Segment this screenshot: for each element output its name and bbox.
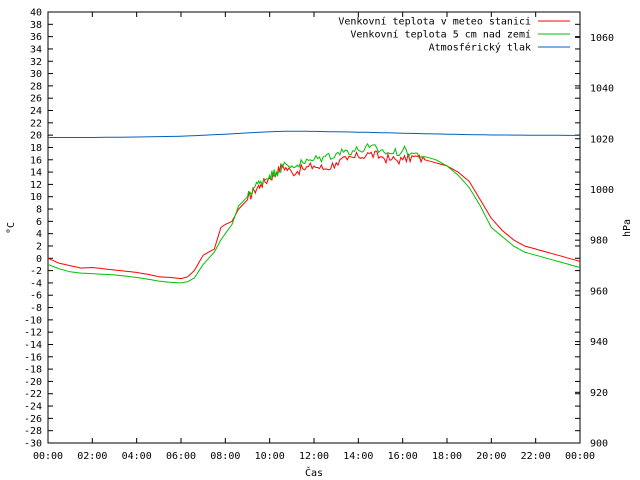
y-tick-label: 40 bbox=[30, 8, 42, 19]
y-tick-label: -16 bbox=[24, 352, 42, 363]
y-tick-label: -4 bbox=[30, 278, 42, 289]
y-tick-label: 8 bbox=[36, 205, 42, 216]
series-line bbox=[47, 142, 581, 284]
x-tick-label: 08:00 bbox=[210, 451, 240, 462]
series-line bbox=[47, 150, 581, 280]
y-tick-label: 32 bbox=[30, 57, 42, 68]
y-tick-label: -18 bbox=[24, 365, 42, 376]
y-axis-label: °C bbox=[6, 222, 17, 234]
y-tick-label: -14 bbox=[24, 340, 42, 351]
y-tick-label: 18 bbox=[30, 143, 42, 154]
x-tick-label: 00:00 bbox=[33, 451, 63, 462]
y-tick-label: 14 bbox=[30, 168, 42, 179]
y2-tick-label: 960 bbox=[590, 286, 608, 297]
y-tick-label: -20 bbox=[24, 377, 42, 388]
x-tick-label: 00:00 bbox=[565, 451, 595, 462]
y-tick-label: -6 bbox=[30, 291, 42, 302]
y2-tick-label: 980 bbox=[590, 236, 608, 247]
y-tick-label: 30 bbox=[30, 69, 42, 80]
x-tick-label: 22:00 bbox=[521, 451, 551, 462]
y-tick-label: 26 bbox=[30, 94, 42, 105]
y-tick-label: 34 bbox=[30, 44, 42, 55]
y-tick-label: -26 bbox=[24, 414, 42, 425]
y-tick-label: -22 bbox=[24, 389, 42, 400]
x-tick-label: 02:00 bbox=[77, 451, 107, 462]
y-tick-label: 38 bbox=[30, 20, 42, 31]
y-tick-label: 36 bbox=[30, 32, 42, 43]
x-tick-label: 18:00 bbox=[432, 451, 462, 462]
y-tick-label: 16 bbox=[30, 155, 42, 166]
x-tick-label: 14:00 bbox=[343, 451, 373, 462]
y-tick-label: 4 bbox=[36, 229, 42, 240]
y-tick-label: -10 bbox=[24, 315, 42, 326]
y-tick-label: 28 bbox=[30, 81, 42, 92]
y-tick-label: -28 bbox=[24, 426, 42, 437]
y-tick-label: 0 bbox=[36, 254, 42, 265]
series-line bbox=[48, 130, 581, 138]
x-tick-label: 12:00 bbox=[299, 451, 329, 462]
x-tick-label: 20:00 bbox=[476, 451, 506, 462]
legend-label: Atmosférický tlak bbox=[429, 42, 531, 54]
y-tick-label: -30 bbox=[24, 439, 42, 450]
y2-tick-label: 1020 bbox=[590, 134, 614, 145]
x-tick-label: 10:00 bbox=[255, 451, 285, 462]
y-tick-label: 24 bbox=[30, 106, 42, 117]
legend-label: Venkovní teplota 5 cm nad zemí bbox=[350, 29, 531, 41]
y2-tick-label: 920 bbox=[590, 388, 608, 399]
x-axis-label: Čas bbox=[305, 466, 323, 479]
y2-tick-label: 1060 bbox=[590, 33, 614, 44]
y2-axis-label: hPa bbox=[622, 219, 633, 237]
legend-label: Venkovní teplota v meteo stanici bbox=[338, 16, 531, 28]
y-tick-label: 10 bbox=[30, 192, 42, 203]
y2-tick-label: 940 bbox=[590, 337, 608, 348]
y-tick-label: 6 bbox=[36, 217, 42, 228]
y2-tick-label: 1000 bbox=[590, 185, 614, 196]
y-tick-label: -8 bbox=[30, 303, 42, 314]
y-tick-label: -24 bbox=[24, 402, 42, 413]
y-tick-label: 22 bbox=[30, 118, 42, 129]
x-tick-label: 04:00 bbox=[122, 451, 152, 462]
y-tick-label: 20 bbox=[30, 131, 42, 142]
y-tick-label: 2 bbox=[36, 241, 42, 252]
y2-tick-label: 1040 bbox=[590, 84, 614, 95]
x-tick-label: 16:00 bbox=[388, 451, 418, 462]
x-tick-label: 06:00 bbox=[166, 451, 196, 462]
y2-tick-label: 900 bbox=[590, 439, 608, 450]
y-tick-label: -2 bbox=[30, 266, 42, 277]
y-tick-label: 12 bbox=[30, 180, 42, 191]
y-tick-label: -12 bbox=[24, 328, 42, 339]
